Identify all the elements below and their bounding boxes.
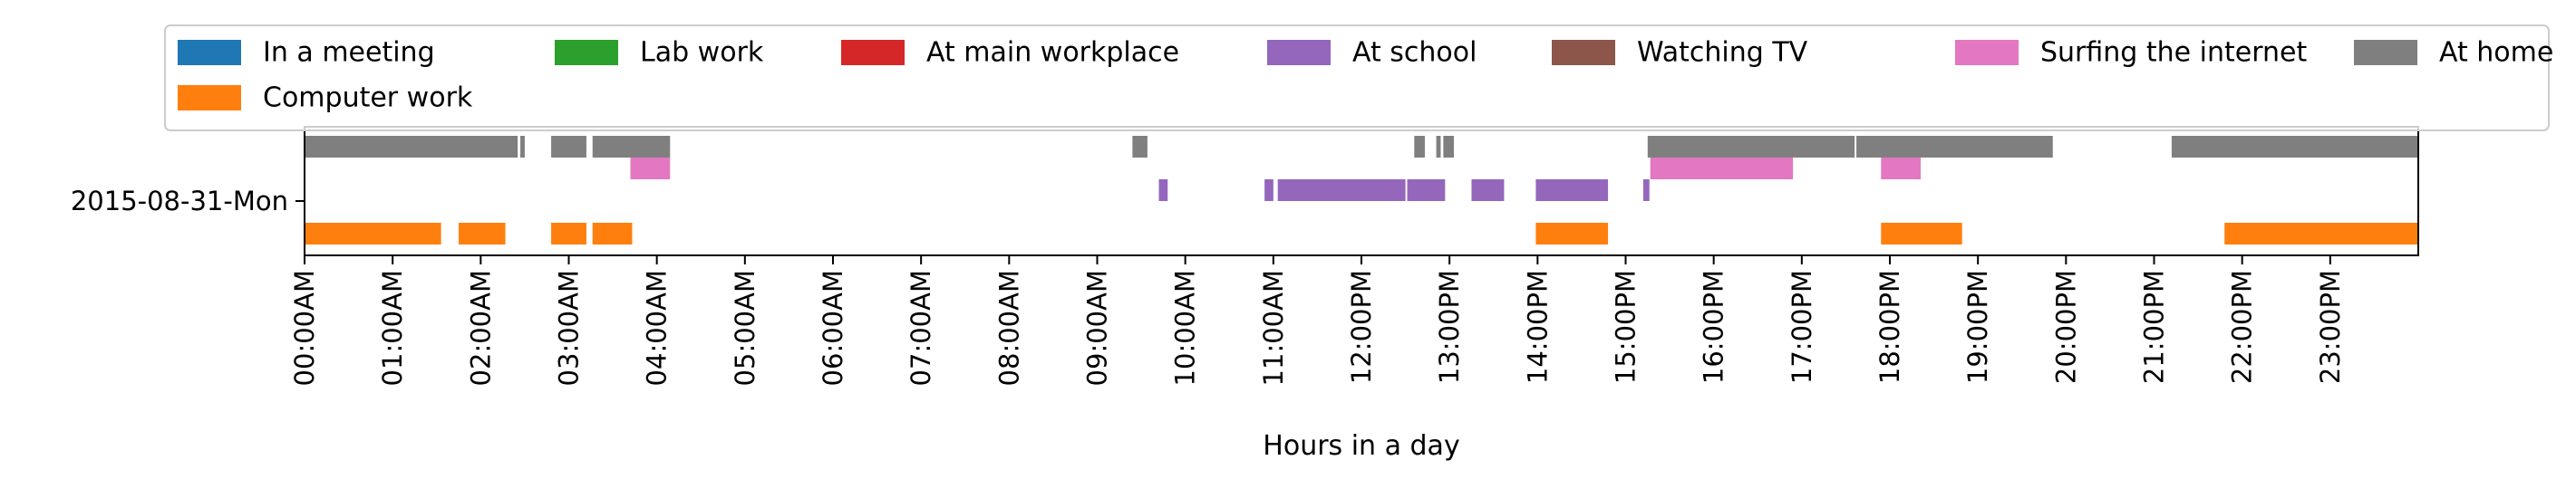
bar-at-school-3 <box>1407 179 1446 201</box>
bar-at-school-5 <box>1535 179 1609 201</box>
x-tick-label: 05:00AM <box>730 270 760 386</box>
x-tick-label: 12:00PM <box>1346 270 1377 384</box>
x-tick-label: 16:00PM <box>1699 270 1729 384</box>
bar-computer-work-5 <box>1881 223 1962 244</box>
legend-label: Watching TV <box>1637 37 1808 69</box>
x-tick-label: 19:00PM <box>1962 270 1993 384</box>
bars-layer <box>305 136 2418 244</box>
bar-at-home-4 <box>1132 136 1148 158</box>
bar-at-school-1 <box>1264 179 1273 201</box>
x-axis-label: Hours in a day <box>1263 430 1459 462</box>
bar-at-school-4 <box>1471 179 1505 201</box>
legend-swatch-surfing-the-internet <box>1955 40 2019 65</box>
bar-at-home-0 <box>305 136 518 158</box>
x-tick-label: 07:00AM <box>905 270 936 386</box>
bar-at-school-6 <box>1642 179 1650 201</box>
x-tick-label: 14:00PM <box>1522 270 1553 384</box>
x-tick-label: 17:00PM <box>1787 270 1817 384</box>
bar-at-home-1 <box>520 136 525 158</box>
bar-computer-work-1 <box>459 223 506 244</box>
bar-at-school-2 <box>1277 179 1406 201</box>
x-tick-label: 22:00PM <box>2227 270 2258 384</box>
bar-at-home-2 <box>551 136 586 158</box>
legend-swatch-in-a-meeting <box>178 40 241 65</box>
legend-box <box>164 24 2550 131</box>
bar-at-home-5 <box>1414 136 1425 158</box>
x-tick-label: 11:00AM <box>1258 270 1289 386</box>
bar-computer-work-0 <box>305 223 441 244</box>
legend-swatch-at-home <box>2354 40 2417 65</box>
x-axis: 00:00AM 01:00AM 02:00AM 03:00AM 04:00AM 05:00… <box>289 255 2346 386</box>
x-tick-label: 18:00PM <box>1874 270 1905 384</box>
x-tick-label: 23:00PM <box>2315 270 2346 384</box>
bar-surfing-the-internet-0 <box>630 158 671 179</box>
y-axis: 2015-08-31-Mon <box>71 186 305 216</box>
bar-at-home-8 <box>1647 136 1855 158</box>
bar-computer-work-3 <box>592 223 633 244</box>
y-tick-label: 2015-08-31-Mon <box>71 186 288 216</box>
legend-swatch-at-main-workplace <box>841 40 905 65</box>
bar-computer-work-6 <box>2224 223 2418 244</box>
bar-computer-work-4 <box>1535 223 1609 244</box>
bar-at-home-10 <box>2171 136 2418 158</box>
legend-swatch-lab-work <box>555 40 618 65</box>
legend-swatch-watching-tv <box>1552 40 1615 65</box>
legend-label: At school <box>1352 37 1477 69</box>
x-tick-label: 04:00AM <box>642 270 673 386</box>
legend-label: Computer work <box>263 82 473 114</box>
x-tick-label: 03:00AM <box>554 270 585 386</box>
x-tick-label: 09:00AM <box>1082 270 1113 386</box>
x-tick-label: 13:00PM <box>1434 270 1465 384</box>
bar-at-home-7 <box>1443 136 1455 158</box>
bar-at-school-0 <box>1158 179 1168 201</box>
bar-at-home-3 <box>592 136 671 158</box>
legend-label: Lab work <box>640 37 764 69</box>
legend-label: At main workplace <box>926 37 1179 69</box>
legend-swatch-at-school <box>1267 40 1331 65</box>
legend: In a meeting Lab work At main workplace At … <box>164 24 2553 131</box>
x-tick-label: 15:00PM <box>1611 270 1641 384</box>
legend-swatch-computer-work <box>178 85 241 110</box>
legend-label: At home <box>2439 37 2553 69</box>
x-tick-label: 02:00AM <box>465 270 496 386</box>
x-tick-label: 21:00PM <box>2139 270 2170 384</box>
x-tick-label: 08:00AM <box>993 270 1024 386</box>
bar-at-home-6 <box>1436 136 1441 158</box>
bar-at-home-9 <box>1856 136 2053 158</box>
bar-surfing-the-internet-2 <box>1881 158 1922 179</box>
x-tick-label: 00:00AM <box>289 270 320 386</box>
legend-label: Surfing the internet <box>2040 37 2307 69</box>
bar-surfing-the-internet-1 <box>1650 158 1794 179</box>
x-tick-label: 01:00AM <box>377 270 408 386</box>
x-tick-label: 10:00AM <box>1170 270 1201 386</box>
legend-label: In a meeting <box>263 37 435 69</box>
bar-computer-work-2 <box>551 223 586 244</box>
x-tick-label: 20:00PM <box>2050 270 2081 384</box>
x-tick-label: 06:00AM <box>818 270 848 386</box>
